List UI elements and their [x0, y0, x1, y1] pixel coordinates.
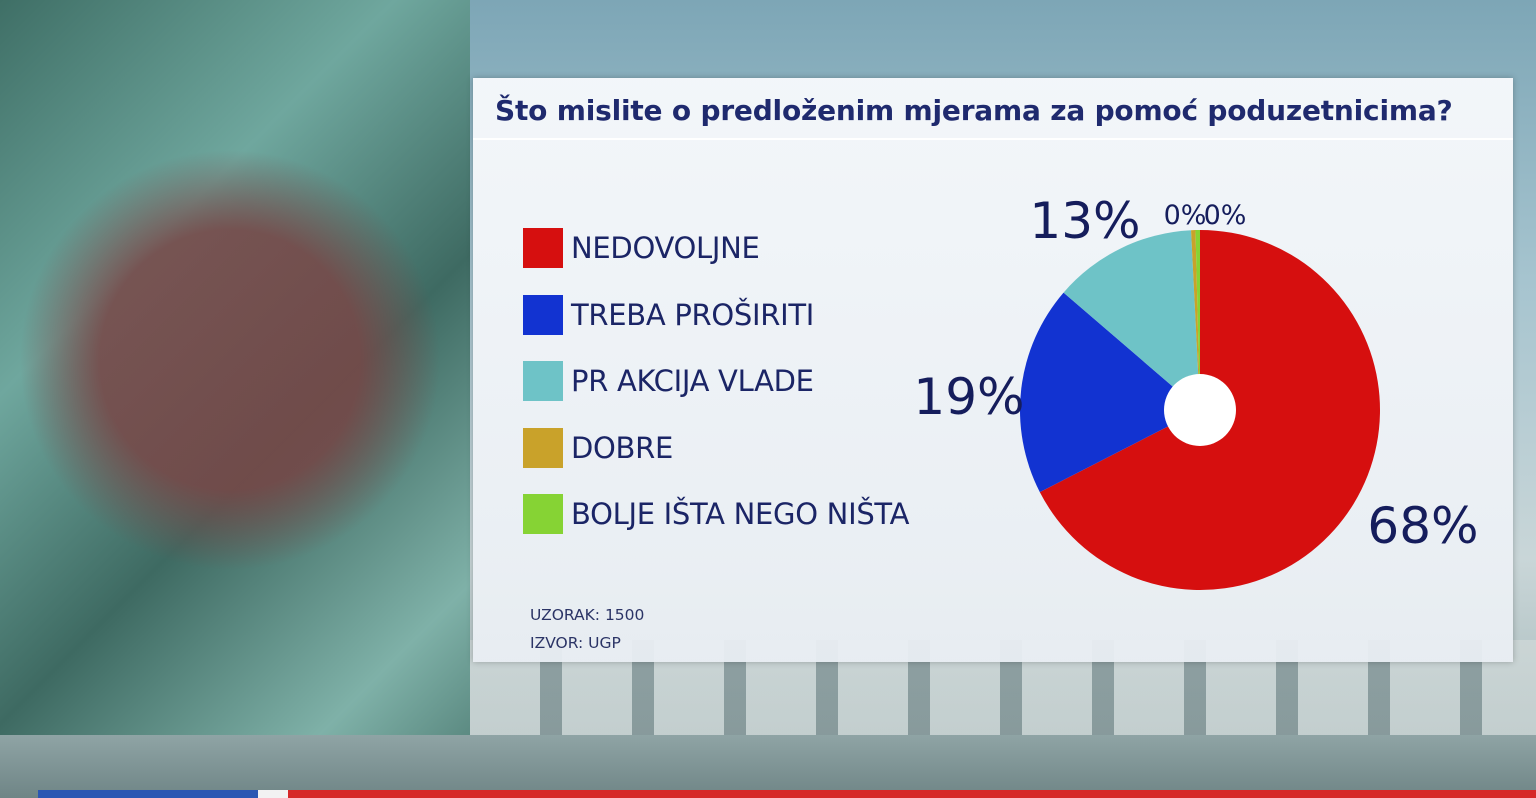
legend-swatch [523, 228, 563, 268]
legend-label: DOBRE [571, 430, 674, 465]
legend-item: NEDOVOLJNE [523, 228, 909, 268]
pie-label-bolje-ista-nego-nista: 0% [1204, 200, 1247, 231]
pie-label-pr-akcija-vlade: 13% [1029, 192, 1140, 250]
pie-label-treba-prosiriti: 19% [913, 368, 1024, 426]
pie-slice-bolje-ista-nego-nista [1195, 230, 1200, 410]
pie-label-nedovoljne: 68% [1367, 497, 1478, 555]
pie-slice-treba-prosiriti [1020, 292, 1200, 493]
pie-center-hole [1164, 374, 1236, 446]
chart-legend: NEDOVOLJNE TREBA PROŠIRITI PR AKCIJA VLA… [523, 228, 909, 561]
title-divider [473, 138, 1513, 140]
legend-swatch [523, 494, 563, 534]
legend-label: PR AKCIJA VLADE [571, 364, 814, 398]
chart-title: Što mislite o predloženim mjerama za pom… [495, 94, 1453, 127]
sample-size-note: UZORAK: 1500 [530, 606, 645, 624]
pie-label-dobre: 0% [1164, 200, 1207, 231]
legend-label: TREBA PROŠIRITI [571, 297, 815, 332]
legend-item: TREBA PROŠIRITI [523, 294, 909, 335]
legend-label: BOLJE IŠTA NEGO NIŠTA [571, 497, 910, 531]
source-note: IZVOR: UGP [530, 634, 621, 652]
background-ground [0, 735, 1536, 798]
pie-slice-pr-akcija-vlade [1063, 230, 1200, 410]
background-money-virus-image [0, 0, 520, 798]
legend-label: NEDOVOLJNE [571, 231, 760, 265]
pie-chart: 68% 19% 13% 0%0% [913, 192, 1479, 590]
legend-item: DOBRE [523, 427, 909, 468]
legend-item: PR AKCIJA VLADE [523, 361, 909, 401]
broadcast-bottom-bar [38, 790, 1536, 798]
legend-swatch [523, 294, 563, 335]
pie-slice-dobre [1191, 230, 1200, 410]
legend-swatch [523, 427, 563, 468]
poll-panel: Što mislite o predloženim mjerama za pom… [473, 78, 1513, 662]
legend-swatch [523, 361, 563, 401]
legend-item: BOLJE IŠTA NEGO NIŠTA [523, 494, 909, 534]
